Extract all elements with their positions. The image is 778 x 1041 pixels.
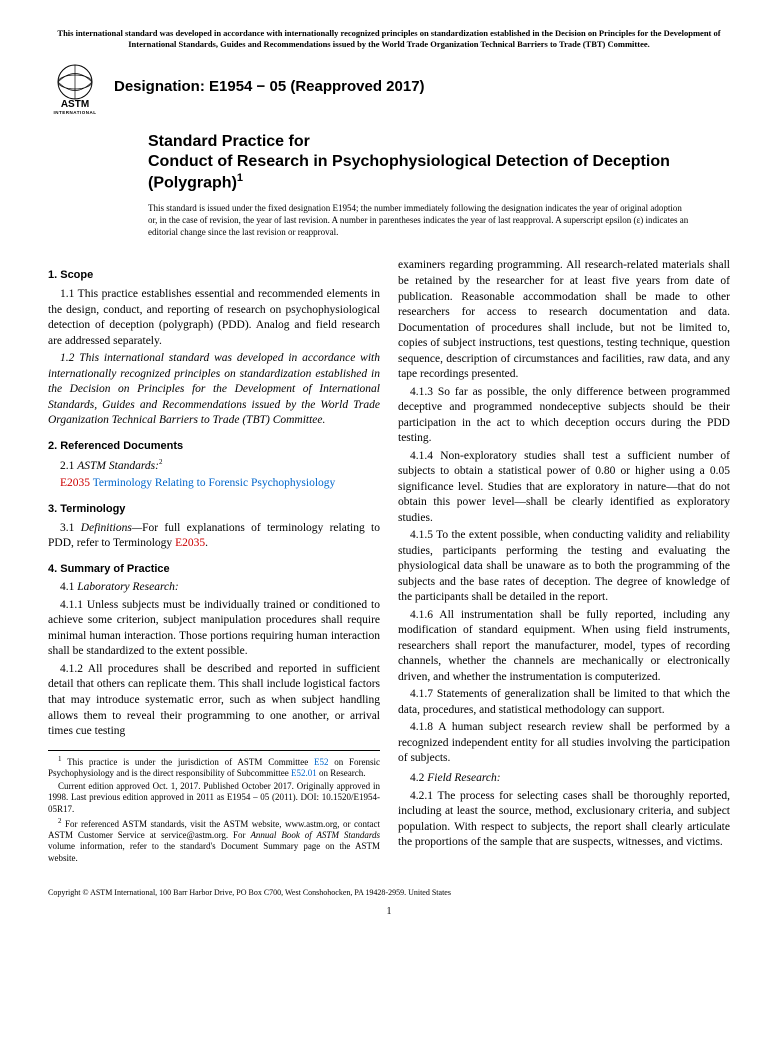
footnotes-block: 1 This practice is under the jurisdictio… xyxy=(48,750,380,864)
fn-link-e5201[interactable]: E52.01 xyxy=(291,768,317,778)
para-4-1-3: 4.1.3 So far as possible, the only diffe… xyxy=(398,385,730,447)
astm-logo-icon: ASTM INTERNATIONAL xyxy=(48,60,102,114)
designation-text: Designation: E1954 − 05 (Reapproved 2017… xyxy=(114,77,425,97)
title-block: Standard Practice for Conduct of Researc… xyxy=(148,132,730,193)
section-4-head: 4. Summary of Practice xyxy=(48,562,380,577)
section-3-head: 3. Terminology xyxy=(48,502,380,517)
para-4-1-2b: examiners regarding programming. All res… xyxy=(398,258,730,382)
svg-text:ASTM: ASTM xyxy=(61,99,89,110)
ref-code[interactable]: E2035 xyxy=(60,477,90,489)
para-2-1: 2.1 ASTM Standards:2 xyxy=(48,458,380,474)
top-committee-note: This international standard was develope… xyxy=(48,28,730,50)
para-4-1-4: 4.1.4 Non-exploratory studies shall test… xyxy=(398,449,730,527)
ref-e2035-inline[interactable]: E2035 xyxy=(175,537,205,549)
para-4-1-7: 4.1.7 Statements of generalization shall… xyxy=(398,687,730,718)
title-line-2: Conduct of Research in Psychophysiologic… xyxy=(148,152,730,193)
para-4-2-1: 4.2.1 The process for selecting cases sh… xyxy=(398,789,730,851)
page-number: 1 xyxy=(48,905,730,919)
copyright-line: Copyright © ASTM International, 100 Barr… xyxy=(48,888,730,899)
footnote-1: 1 This practice is under the jurisdictio… xyxy=(48,755,380,780)
subhead-4-2: 4.2 Field Research: xyxy=(398,771,730,787)
fn-link-e52[interactable]: E52 xyxy=(314,757,329,767)
para-4-1-8: 4.1.8 A human subject research review sh… xyxy=(398,720,730,767)
para-3-1: 3.1 Definitions—For full explanations of… xyxy=(48,521,380,552)
issuance-note: This standard is issued under the fixed … xyxy=(148,203,690,238)
footnote-2: 2 For referenced ASTM standards, visit t… xyxy=(48,817,380,864)
para-4-1-2a: 4.1.2 All procedures shall be described … xyxy=(48,662,380,740)
para-1-1: 1.1 This practice establishes essential … xyxy=(48,287,380,349)
title-line-1: Standard Practice for xyxy=(148,132,730,152)
svg-text:INTERNATIONAL: INTERNATIONAL xyxy=(54,110,97,114)
header-row: ASTM INTERNATIONAL Designation: E1954 − … xyxy=(48,60,730,114)
ref-e2035: E2035 Terminology Relating to Forensic P… xyxy=(48,476,380,492)
para-4-1-1: 4.1.1 Unless subjects must be individual… xyxy=(48,598,380,660)
ref-title[interactable]: Terminology Relating to Forensic Psychop… xyxy=(90,477,335,489)
para-4-1-6: 4.1.6 All instrumentation shall be fully… xyxy=(398,608,730,686)
subhead-4-1: 4.1 Laboratory Research: xyxy=(48,580,380,596)
section-2-head: 2. Referenced Documents xyxy=(48,439,380,454)
section-1-head: 1. Scope xyxy=(48,268,380,283)
body-columns: 1. Scope 1.1 This practice establishes e… xyxy=(48,258,730,863)
para-1-2: 1.2 This international standard was deve… xyxy=(48,351,380,429)
para-4-1-5: 4.1.5 To the extent possible, when condu… xyxy=(398,528,730,606)
footnote-1d: Current edition approved Oct. 1, 2017. P… xyxy=(48,781,380,815)
